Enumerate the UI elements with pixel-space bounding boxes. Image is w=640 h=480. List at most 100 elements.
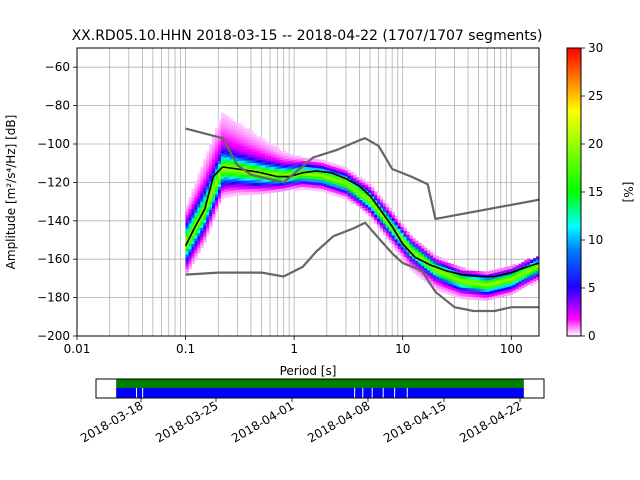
density-cell: [294, 182, 298, 186]
density-cell: [241, 174, 245, 178]
density-cell: [474, 291, 478, 295]
density-cell: [474, 282, 478, 286]
density-cell: [194, 241, 198, 245]
density-cell: [344, 196, 348, 200]
density-cell: [391, 235, 396, 239]
density-cell: [241, 166, 245, 170]
density-cell: [256, 176, 260, 181]
density-cell: [200, 195, 204, 200]
y-tick-label: −160: [37, 252, 70, 266]
density-cell: [418, 245, 422, 250]
density-heatmap: [185, 112, 539, 301]
density-cell: [306, 172, 310, 176]
density-cell: [371, 216, 375, 220]
density-cell: [232, 181, 237, 185]
density-cell: [212, 187, 216, 191]
density-cell: [500, 282, 505, 286]
density-cell: [400, 232, 404, 236]
density-cell: [206, 211, 210, 215]
density-cell: [276, 165, 281, 169]
density-cell: [238, 169, 242, 173]
density-cell: [244, 177, 248, 181]
density-cell: [203, 225, 207, 229]
density-cell: [341, 180, 346, 185]
density-cell: [353, 191, 357, 196]
density-cell: [347, 198, 351, 202]
x-tick-label: 100: [500, 342, 523, 356]
density-cell: [321, 182, 325, 187]
density-cell: [212, 213, 216, 217]
density-cell: [203, 219, 207, 223]
density-cell: [450, 281, 454, 285]
density-cell: [223, 186, 228, 190]
density-cell: [465, 290, 469, 294]
density-cell: [394, 238, 399, 243]
density-cell: [444, 259, 449, 263]
density-cell: [465, 270, 469, 274]
density-cell: [194, 195, 198, 199]
density-cell: [288, 154, 292, 159]
density-cell: [444, 290, 449, 295]
density-cell: [253, 168, 257, 172]
density-cell: [229, 130, 234, 134]
density-cell: [335, 193, 340, 197]
density-cell: [209, 209, 213, 214]
density-cell: [273, 171, 278, 176]
density-cell: [270, 186, 275, 190]
timeline-tick-label: 2018-04-15: [381, 398, 448, 445]
density-cell: [229, 133, 234, 137]
density-cell: [247, 151, 251, 155]
density-cell: [518, 272, 522, 276]
density-cell: [229, 158, 234, 163]
density-cell: [356, 182, 360, 187]
density-cell: [262, 167, 266, 171]
density-cell: [356, 200, 360, 204]
density-cell: [238, 154, 242, 158]
density-cell: [432, 266, 437, 270]
density-cell: [438, 257, 443, 261]
density-cell: [265, 147, 269, 151]
density-cell: [297, 184, 301, 188]
density-cell: [435, 273, 440, 277]
density-cell: [368, 183, 372, 188]
density-cell: [365, 190, 369, 194]
density-cell: [347, 189, 351, 194]
density-cell: [244, 188, 248, 193]
density-cell: [220, 193, 225, 197]
density-cell: [459, 266, 463, 271]
density-cell: [321, 162, 325, 166]
density-cell: [494, 269, 499, 273]
density-cell: [203, 228, 207, 232]
timeline-tick-label: 2018-04-01: [229, 398, 296, 445]
density-cell: [217, 177, 222, 182]
density-cell: [303, 175, 307, 179]
density-cell: [215, 133, 219, 138]
density-cell: [200, 178, 204, 182]
density-cell: [335, 181, 340, 186]
density-cell: [444, 267, 449, 271]
series-lines: [184, 127, 539, 313]
density-cell: [329, 191, 334, 195]
density-cell: [194, 232, 198, 236]
density-cell: [506, 275, 510, 279]
density-cell: [220, 161, 225, 165]
density-cell: [273, 157, 278, 161]
colorbar-tick-label: 10: [588, 233, 603, 247]
density-cell: [430, 281, 434, 285]
density-cell: [273, 168, 278, 173]
density-cell: [391, 232, 396, 236]
density-cell: [388, 231, 393, 235]
density-cell: [477, 276, 481, 281]
density-cell: [297, 181, 301, 185]
density-cell: [247, 148, 251, 152]
density-cell: [229, 167, 234, 171]
density-cell: [347, 175, 351, 179]
density-cell: [241, 148, 245, 153]
density-cell: [229, 144, 234, 148]
density-cell: [344, 167, 348, 171]
density-cell: [223, 188, 228, 193]
density-cell: [394, 215, 399, 220]
colorbar-label: [%]: [621, 182, 635, 203]
density-cell: [424, 253, 428, 257]
density-cell: [282, 161, 287, 166]
